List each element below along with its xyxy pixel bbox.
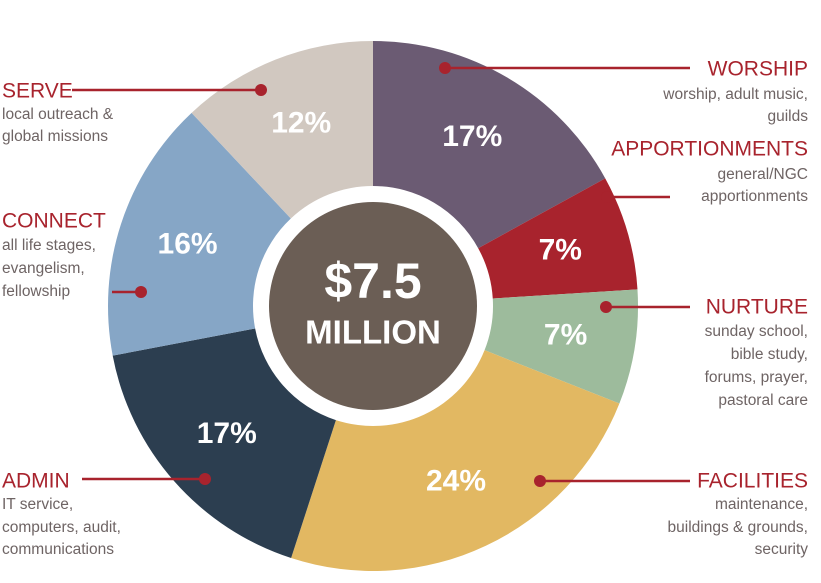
category-description: worship, adult music, [662,86,808,103]
value-label: 7% [539,234,582,267]
donut-segment [478,178,638,299]
category-title: SERVE [2,80,73,103]
leader-dot [255,84,267,96]
value-label: 17% [197,417,257,450]
category-description: maintenance, [715,496,808,513]
center-subtitle: MILLION [305,314,441,351]
center-title: $7.5 [324,253,421,309]
leader-dot [600,301,612,313]
value-label: 7% [544,318,587,351]
leader-dot [135,286,147,298]
donut-segment [291,350,620,571]
category-description: computers, audit, [2,519,121,536]
category-title: WORSHIP [708,58,808,81]
donut-segment [373,41,606,249]
category-description: evangelism, [2,260,85,277]
category-title: APPORTIONMENTS [611,138,808,161]
category-description: fellowship [2,283,70,300]
category-description: IT service, [2,496,73,513]
value-label: 24% [426,464,486,497]
category-description: general/NGC [718,166,808,183]
donut-segment [191,41,373,219]
category-description: buildings & grounds, [668,519,808,536]
category-title: NURTURE [706,296,808,319]
category-description: bible study, [731,346,808,363]
leader-dot [534,475,546,487]
value-label: 12% [271,107,331,140]
category-description: communications [2,541,114,558]
category-description: pastoral care [718,392,808,409]
category-description: global missions [2,128,108,145]
value-label: 17% [442,120,502,153]
category-description: apportionments [701,188,808,205]
category-title: CONNECT [2,210,106,233]
leader-dot [601,191,613,203]
leader-dot [439,62,451,74]
category-description: forums, prayer, [705,369,808,386]
leader-dot [199,473,211,485]
donut-segment [484,289,638,404]
category-description: local outreach & [2,106,114,123]
category-description: sunday school, [705,323,808,340]
category-description: all life stages, [2,237,96,254]
donut-segment [112,328,336,559]
category-title: FACILITIES [697,470,808,493]
center-circle [269,202,477,410]
category-description: security [755,541,809,558]
category-title: ADMIN [2,470,70,493]
donut-segment [108,112,291,356]
category-description: guilds [768,108,809,125]
value-label: 16% [158,228,218,261]
